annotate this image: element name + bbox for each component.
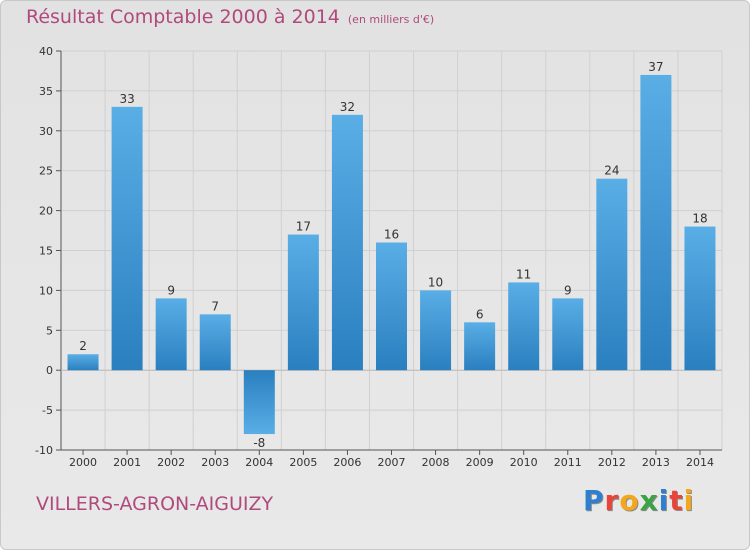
y-tick-label: 0 xyxy=(46,364,53,377)
bars: 2 33 9 7 -8 17 32 16 10 6 11 9 24 37 18 xyxy=(67,60,716,450)
x-axis-ticks: 2000 2001 2002 2003 2004 2005 2006 2007 2008 2009… xyxy=(69,450,714,469)
x-tick-label: 2004 xyxy=(245,456,273,469)
bar xyxy=(199,314,231,371)
x-tick-label: 2000 xyxy=(69,456,97,469)
bar xyxy=(67,354,99,371)
bar-value-label: 18 xyxy=(692,212,707,226)
bar-value-label: 32 xyxy=(340,100,355,114)
y-tick-label: 5 xyxy=(46,324,53,337)
x-tick-label: 2013 xyxy=(642,456,670,469)
x-tick-label: 2010 xyxy=(510,456,538,469)
y-tick-label: 35 xyxy=(39,85,53,98)
logo-letter: x xyxy=(639,484,659,517)
x-tick-label: 2011 xyxy=(554,456,582,469)
proxiti-logo[interactable]: Proxiti xyxy=(583,484,694,517)
y-tick-label: 10 xyxy=(39,284,53,297)
bar xyxy=(596,178,628,371)
bar-value-label: -8 xyxy=(253,436,265,450)
bar-value-label: 10 xyxy=(428,275,443,289)
chart-unit: (en milliers d'€) xyxy=(347,13,435,26)
y-tick-label: -5 xyxy=(42,404,53,417)
logo-letter: P xyxy=(583,484,605,517)
x-tick-label: 2005 xyxy=(289,456,317,469)
logo-letter: o xyxy=(619,484,640,517)
x-tick-label: 2007 xyxy=(378,456,406,469)
bar xyxy=(287,234,319,371)
bar xyxy=(111,106,143,371)
x-tick-label: 2008 xyxy=(422,456,450,469)
bar xyxy=(508,282,540,371)
bar-value-label: 16 xyxy=(384,228,399,242)
bar-value-label: 6 xyxy=(476,307,484,321)
bar-value-label: 11 xyxy=(516,267,531,281)
chart-title-text: Résultat Comptable 2000 à 2014 xyxy=(26,6,340,28)
bar xyxy=(155,298,187,371)
city-name: VILLERS-AGRON-AIGUIZY xyxy=(36,493,274,515)
bar-value-label: 9 xyxy=(167,283,175,297)
bar xyxy=(376,242,407,371)
x-tick-label: 2009 xyxy=(466,456,494,469)
y-tick-label: 30 xyxy=(39,125,53,138)
y-tick-label: 15 xyxy=(39,245,53,258)
logo-letter: i xyxy=(658,484,670,517)
bar-value-label: 7 xyxy=(211,299,219,313)
bar-value-label: 24 xyxy=(604,164,619,178)
bar-value-label: 2 xyxy=(79,339,87,353)
bar xyxy=(640,74,672,371)
x-tick-label: 2001 xyxy=(113,456,141,469)
logo-letter: i xyxy=(683,484,695,517)
x-tick-label: 2012 xyxy=(598,456,626,469)
y-tick-label: -10 xyxy=(35,444,53,457)
x-tick-label: 2006 xyxy=(333,456,361,469)
y-axis-ticks: -10 -5 0 5 10 15 20 25 30 35 40 xyxy=(35,45,61,457)
x-tick-label: 2002 xyxy=(157,456,185,469)
y-tick-label: 20 xyxy=(39,205,53,218)
bar xyxy=(243,370,275,435)
bar xyxy=(464,322,496,371)
x-tick-label: 2003 xyxy=(201,456,229,469)
chart-title: Résultat Comptable 2000 à 2014 (en millie… xyxy=(26,6,434,28)
logo-letter: r xyxy=(604,484,620,517)
bar xyxy=(552,298,584,371)
y-tick-label: 25 xyxy=(39,165,53,178)
y-tick-label: 40 xyxy=(39,45,53,58)
bar-value-label: 9 xyxy=(564,283,572,297)
bar xyxy=(684,226,716,371)
x-tick-label: 2014 xyxy=(686,456,714,469)
bar-value-label: 17 xyxy=(296,220,311,234)
bar xyxy=(420,290,452,371)
logo-letter: t xyxy=(669,484,684,517)
bar xyxy=(331,114,363,371)
bar-value-label: 33 xyxy=(119,92,134,106)
bar-value-label: 37 xyxy=(648,60,663,74)
